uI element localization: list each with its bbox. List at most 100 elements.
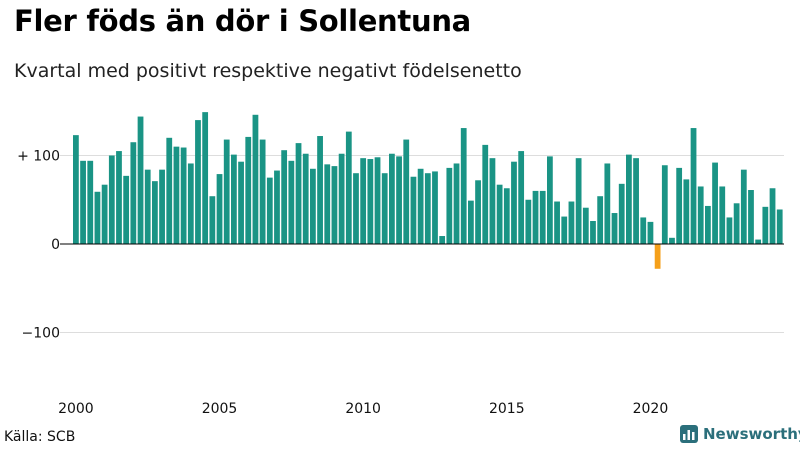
bar — [410, 176, 417, 244]
bar — [453, 163, 460, 244]
bar — [180, 147, 187, 244]
bar — [482, 144, 489, 244]
bar — [676, 167, 683, 244]
bar — [719, 186, 726, 244]
bar — [187, 163, 194, 244]
bar — [733, 203, 740, 244]
bar — [123, 175, 130, 244]
brand-logo: Newsworthy — [680, 425, 800, 443]
bar — [446, 167, 453, 244]
bar — [108, 155, 115, 244]
x-tick-label: 2015 — [489, 401, 525, 417]
bar — [661, 165, 668, 245]
bar — [173, 146, 180, 244]
bar — [317, 136, 323, 244]
bar — [575, 158, 582, 244]
bar — [539, 190, 546, 244]
bar — [503, 188, 510, 245]
bar — [116, 151, 122, 244]
bar — [511, 161, 517, 244]
bar — [561, 216, 568, 244]
bar — [647, 221, 654, 245]
bar — [432, 171, 438, 244]
bar — [274, 170, 280, 244]
bar — [740, 169, 747, 244]
bar — [295, 143, 302, 244]
bar — [281, 150, 288, 244]
bar — [712, 162, 718, 244]
bar — [597, 196, 604, 244]
bar — [166, 137, 173, 244]
bar — [94, 191, 101, 244]
bar — [475, 180, 481, 244]
bar — [417, 168, 424, 244]
x-tick-label: 2000 — [58, 401, 94, 417]
bar — [159, 169, 165, 244]
bar — [80, 160, 86, 244]
bar — [252, 114, 259, 244]
bar — [302, 153, 309, 244]
bar — [101, 184, 108, 244]
bar — [209, 196, 216, 244]
chart-subtitle: Kvartal med positivt respektive negativt… — [14, 60, 522, 82]
bar — [144, 169, 151, 244]
bar — [345, 131, 352, 244]
bar — [468, 200, 474, 244]
bar — [776, 209, 783, 245]
bar — [654, 244, 661, 269]
bar — [762, 206, 769, 244]
bar — [195, 120, 201, 244]
bar — [259, 139, 266, 244]
bar — [640, 217, 647, 244]
bar — [769, 188, 776, 245]
bar — [152, 181, 158, 244]
newsworthy-logo-icon — [680, 425, 698, 443]
bar — [202, 112, 209, 244]
bar — [582, 207, 589, 245]
bar — [525, 199, 532, 244]
bar — [367, 159, 374, 244]
bar — [590, 220, 596, 244]
chart-title: Fler föds än dör i Sollentuna — [14, 4, 471, 38]
bar — [288, 160, 295, 244]
bar — [324, 164, 331, 244]
bar — [130, 142, 137, 244]
x-tick-label: 2010 — [345, 401, 381, 417]
bar — [748, 190, 754, 244]
bar — [518, 151, 525, 244]
brand-name: Newsworthy — [703, 425, 800, 443]
bar — [626, 154, 632, 245]
bar — [532, 190, 539, 244]
source-note: Källa: SCB — [4, 429, 76, 445]
bar — [245, 136, 252, 244]
x-tick-label: 2005 — [202, 401, 238, 417]
y-tick-label: 0 — [51, 237, 60, 253]
bar — [618, 183, 625, 244]
y-tick-label: −100 — [22, 326, 60, 342]
bar — [611, 213, 618, 245]
bar — [460, 128, 467, 244]
bar — [137, 116, 144, 244]
bar — [697, 186, 704, 244]
bar — [489, 158, 496, 244]
bar — [669, 237, 675, 245]
bar — [705, 205, 711, 244]
bar — [424, 173, 431, 244]
bar — [310, 168, 316, 244]
bar — [353, 173, 359, 244]
bar — [73, 135, 79, 244]
bar — [338, 153, 345, 244]
x-tick-label: 2020 — [633, 401, 669, 417]
bar — [266, 177, 273, 245]
bar — [683, 179, 690, 244]
bar — [238, 161, 244, 244]
bar — [568, 201, 575, 244]
bar — [403, 139, 410, 244]
bar — [360, 158, 367, 244]
bar — [496, 184, 503, 244]
bar — [231, 154, 237, 245]
bar — [331, 166, 338, 244]
y-tick-label: + 100 — [17, 149, 60, 165]
bar — [690, 128, 697, 244]
